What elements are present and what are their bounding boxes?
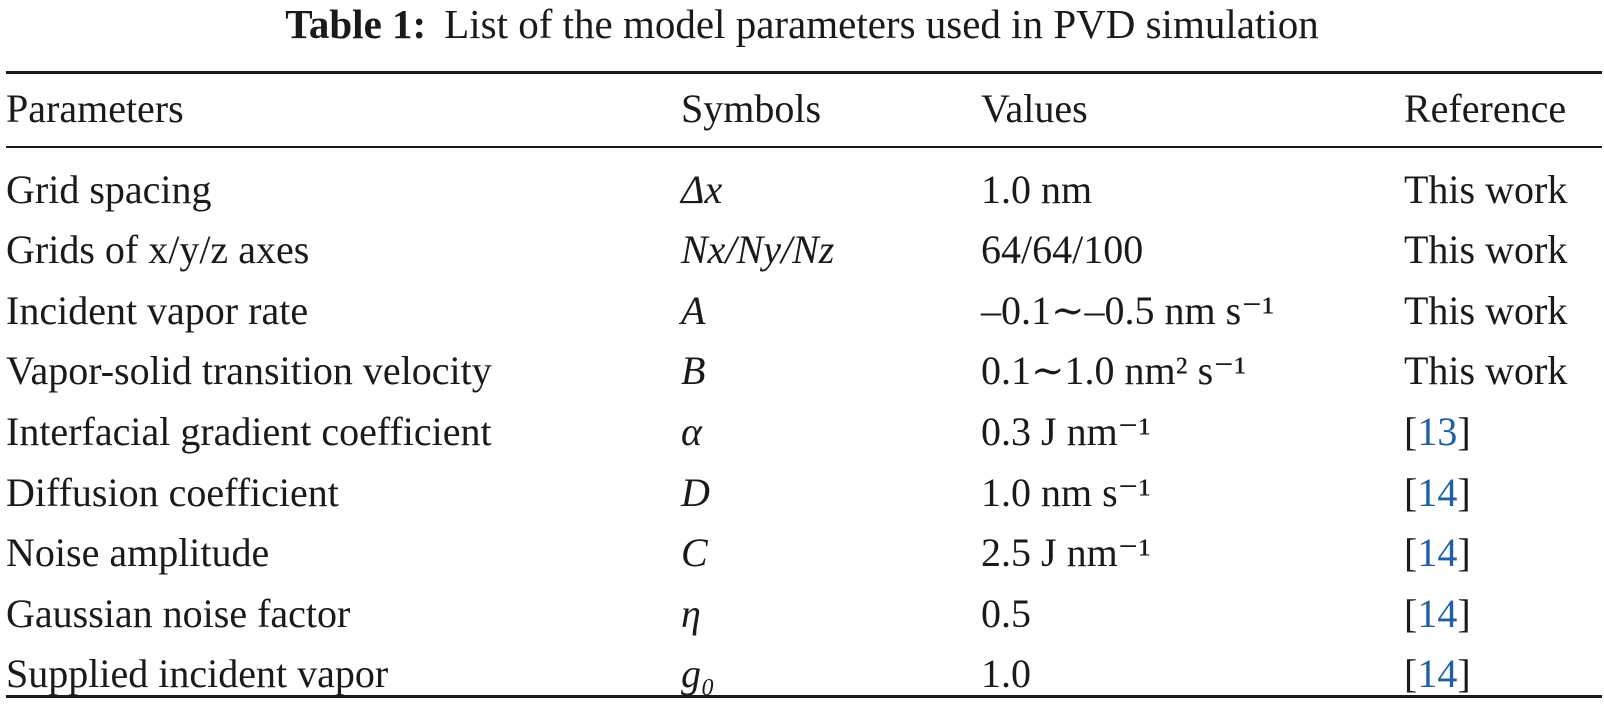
symbol-cell: A bbox=[681, 288, 706, 333]
parameter-cell: Grids of x/y/z axes bbox=[6, 227, 310, 272]
parameter-cell: Gaussian noise factor bbox=[6, 591, 351, 636]
parameter-cell: Noise amplitude bbox=[6, 530, 270, 575]
table-header-rule bbox=[6, 146, 1602, 148]
value-cell: 1.0 nm s⁻¹ bbox=[981, 470, 1151, 515]
symbol-cell: α bbox=[681, 409, 702, 454]
parameter-cell: Incident vapor rate bbox=[6, 288, 309, 333]
value-cell: 0.3 J nm⁻¹ bbox=[981, 409, 1151, 454]
table-caption-label: Table 1: bbox=[285, 1, 427, 47]
symbol-cell: Δx bbox=[681, 167, 723, 212]
table-top-rule bbox=[6, 71, 1602, 74]
table-row: Noise amplitude C 2.5 J nm⁻¹ [14] bbox=[0, 523, 1604, 583]
parameter-cell: Diffusion coefficient bbox=[6, 470, 339, 515]
table-row: Incident vapor rate A –0.1∼–0.5 nm s⁻¹ T… bbox=[0, 281, 1604, 341]
value-cell: 2.5 J nm⁻¹ bbox=[981, 530, 1151, 575]
value-cell: 1.0 nm bbox=[981, 167, 1093, 212]
table-row: Gaussian noise factor η 0.5 [14] bbox=[0, 584, 1604, 644]
reference-cell: This work bbox=[1404, 348, 1568, 393]
symbol-cell: C bbox=[681, 530, 708, 575]
symbol-cell: D bbox=[681, 470, 710, 515]
header-values: Values bbox=[981, 86, 1088, 131]
symbol-cell: g₀ bbox=[681, 651, 715, 696]
reference-link[interactable]: [14] bbox=[1404, 651, 1471, 696]
value-cell: 1.0 bbox=[981, 651, 1031, 696]
symbol-cell: Nx/Ny/Nz bbox=[681, 227, 835, 272]
symbol-cell: η bbox=[681, 591, 701, 636]
reference-cell: This work bbox=[1404, 288, 1568, 333]
symbol-cell: B bbox=[681, 348, 706, 393]
header-symbols: Symbols bbox=[681, 86, 822, 131]
table-row: Diffusion coefficient D 1.0 nm s⁻¹ [14] bbox=[0, 463, 1604, 523]
table-row: Interfacial gradient coefficient α 0.3 J… bbox=[0, 402, 1604, 462]
table-row: Vapor-solid transition velocity B 0.1∼1.… bbox=[0, 341, 1604, 401]
table-row: Grid spacing Δx 1.0 nm This work bbox=[0, 160, 1604, 220]
table-caption: Table 1: List of the model parameters use… bbox=[0, 0, 1604, 52]
value-cell: 64/64/100 bbox=[981, 227, 1144, 272]
header-parameters: Parameters bbox=[6, 86, 184, 131]
reference-link[interactable]: [14] bbox=[1404, 591, 1471, 636]
reference-cell: This work bbox=[1404, 227, 1568, 272]
reference-link[interactable]: [13] bbox=[1404, 409, 1471, 454]
value-cell: –0.1∼–0.5 nm s⁻¹ bbox=[981, 288, 1275, 333]
table-row: Supplied incident vapor g₀ 1.0 [14] bbox=[0, 644, 1604, 704]
parameter-cell: Interfacial gradient coefficient bbox=[6, 409, 492, 454]
reference-link[interactable]: [14] bbox=[1404, 530, 1471, 575]
value-cell: 0.5 bbox=[981, 591, 1031, 636]
parameter-cell: Grid spacing bbox=[6, 167, 212, 212]
table-bottom-rule bbox=[6, 695, 1602, 698]
table-header-row: Parameters Symbols Values Reference bbox=[0, 79, 1604, 139]
parameter-cell: Supplied incident vapor bbox=[6, 651, 389, 696]
reference-cell: This work bbox=[1404, 167, 1568, 212]
table-row: Grids of x/y/z axes Nx/Ny/Nz 64/64/100 T… bbox=[0, 220, 1604, 280]
header-reference: Reference bbox=[1404, 86, 1567, 131]
parameter-cell: Vapor-solid transition velocity bbox=[6, 348, 492, 393]
reference-link[interactable]: [14] bbox=[1404, 470, 1471, 515]
value-cell: 0.1∼1.0 nm² s⁻¹ bbox=[981, 348, 1247, 393]
table-caption-text: List of the model parameters used in PVD… bbox=[444, 1, 1319, 47]
